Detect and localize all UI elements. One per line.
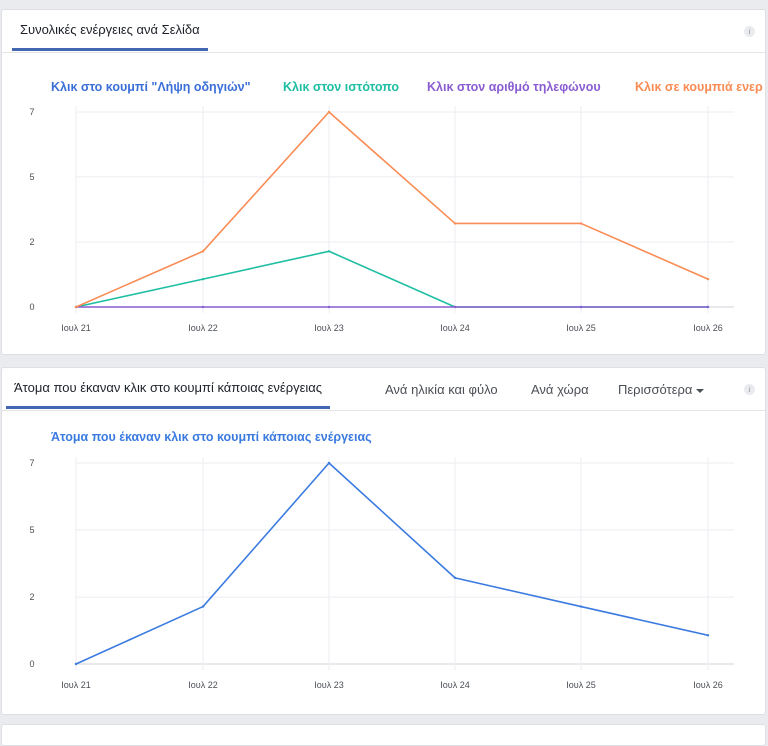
card-tabs: Συνολικές ενέργειες ανά Σελίδα i — [2, 10, 765, 53]
series-line-3 — [75, 111, 709, 308]
x-tick-label: Ιουλ 26 — [693, 680, 722, 690]
y-tick-label: 5 — [29, 172, 34, 182]
x-tick-label: Ιουλ 24 — [440, 323, 469, 333]
legend-action-buttons[interactable]: Κλικ σε κουμπιά ενερ — [635, 80, 763, 94]
chart-people-clicked: 0 2 5 7 Ιουλ 21 Ιουλ 22 Ιουλ 23 Ιουλ 24 Ιουλ 25 Ι… — [29, 457, 734, 690]
data-point — [706, 634, 710, 637]
data-point — [453, 222, 457, 225]
tab-more-label: Περισσότερα — [618, 382, 693, 397]
data-point — [579, 605, 583, 608]
x-tick-label: Ιουλ 21 — [61, 680, 90, 690]
x-tick-label: Ιουλ 25 — [566, 680, 595, 690]
tab-total-actions[interactable]: Συνολικές ενέργειες ανά Σελίδα — [12, 22, 208, 51]
info-icon[interactable]: i — [744, 26, 755, 37]
data-point — [201, 305, 205, 309]
tab-people-clicked[interactable]: Άτομα που έκαναν κλικ στο κουμπί κάποιας… — [6, 380, 331, 409]
x-tick-label: Ιουλ 24 — [440, 680, 469, 690]
next-card — [1, 724, 766, 746]
card-tabs: Άτομα που έκαναν κλικ στο κουμπί κάποιας… — [2, 368, 765, 411]
legend-website[interactable]: Κλικ στον ιστότοπο — [283, 80, 400, 94]
data-point — [706, 305, 710, 309]
legend-people-clicked[interactable]: Άτομα που έκαναν κλικ στο κουμπί κάποιας… — [51, 430, 372, 444]
data-point — [74, 305, 78, 309]
legend-directions[interactable]: Κλικ στο κουμπί "Λήψη οδηγιών" — [51, 80, 251, 94]
chart-total-actions: 0 2 5 7 Ιουλ 21 Ιουλ 22 Ιουλ 23 Ιουλ 24 Ιουλ 25 Ι… — [29, 106, 734, 333]
x-tick-label: Ιουλ 23 — [314, 323, 343, 333]
x-tick-label: Ιουλ 25 — [566, 323, 595, 333]
data-point — [327, 110, 331, 114]
tab-more[interactable]: Περισσότερα — [618, 382, 705, 397]
y-tick-label: 5 — [29, 525, 34, 535]
data-point — [201, 277, 205, 281]
data-point — [327, 305, 331, 309]
x-tick-label: Ιουλ 26 — [693, 323, 722, 333]
y-tick-label: 7 — [29, 107, 34, 117]
data-point — [579, 222, 583, 225]
y-tick-label: 2 — [29, 592, 34, 602]
data-point — [453, 576, 457, 580]
x-tick-label: Ιουλ 21 — [61, 323, 90, 333]
data-point — [327, 250, 331, 253]
y-tick-label: 0 — [29, 659, 34, 669]
y-tick-label: 0 — [29, 302, 34, 312]
data-point — [74, 662, 78, 666]
x-tick-label: Ιουλ 23 — [314, 680, 343, 690]
data-point — [453, 305, 457, 309]
tab-country[interactable]: Ανά χώρα — [531, 382, 589, 397]
x-tick-label: Ιουλ 22 — [188, 680, 217, 690]
legend-phone[interactable]: Κλικ στον αριθμό τηλεφώνου — [427, 80, 601, 94]
data-point — [706, 277, 710, 281]
y-tick-label: 7 — [29, 458, 34, 468]
caret-down-icon — [696, 388, 705, 393]
info-icon[interactable]: i — [744, 384, 755, 395]
data-point — [201, 605, 205, 608]
series-line-0 — [75, 462, 709, 665]
y-tick-label: 2 — [29, 237, 34, 247]
data-point — [579, 305, 583, 309]
people-clicked-card: Άτομα που έκαναν κλικ στο κουμπί κάποιας… — [1, 367, 766, 715]
data-point — [201, 250, 205, 253]
series-line-1 — [75, 250, 708, 308]
x-tick-label: Ιουλ 22 — [188, 323, 217, 333]
tab-age-gender[interactable]: Ανά ηλικία και φύλο — [385, 382, 498, 397]
data-point — [327, 461, 331, 465]
page-actions-card: Συνολικές ενέργειες ανά Σελίδα i Κλικ στ… — [1, 9, 766, 355]
